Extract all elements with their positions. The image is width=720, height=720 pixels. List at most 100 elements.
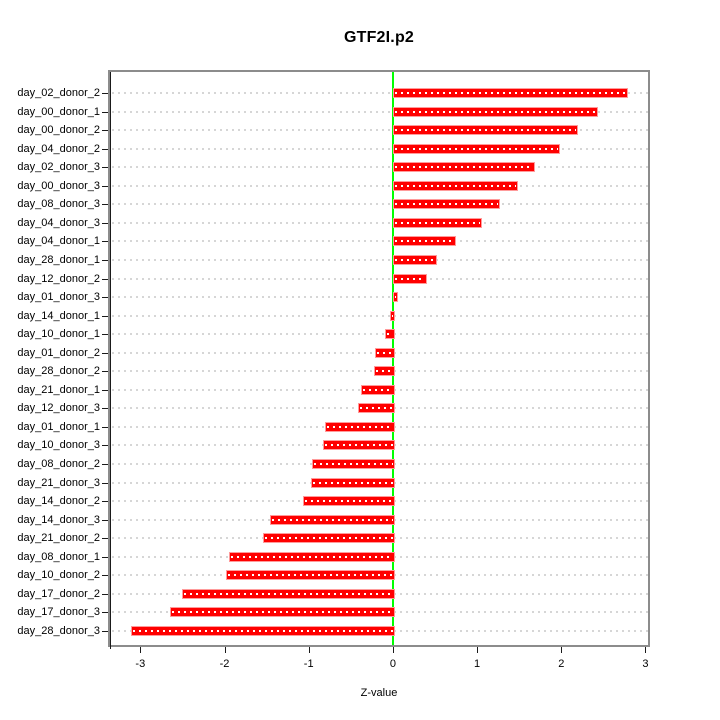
bar-day_14_donor_1 — [390, 310, 395, 321]
bar-day_14_donor_2 — [302, 496, 395, 507]
bar-day_02_donor_2 — [392, 88, 629, 98]
gridline — [112, 240, 648, 243]
bar-day_10_donor_1 — [385, 329, 395, 340]
x-tick — [477, 647, 479, 653]
x-tick-label--2: -2 — [219, 658, 230, 670]
bar-day_28_donor_3 — [131, 626, 395, 636]
x-tick — [392, 647, 394, 653]
y-tick — [102, 334, 108, 336]
y-tick — [102, 222, 108, 224]
plot-area — [108, 70, 650, 649]
y-label-day_00_donor_2: day_00_donor_2 — [17, 124, 100, 137]
gridline — [112, 277, 648, 280]
y-tick — [102, 389, 108, 391]
y-label-day_28_donor_3: day_28_donor_3 — [17, 625, 100, 637]
bar-day_08_donor_3 — [392, 199, 501, 210]
bar-day_00_donor_1 — [392, 106, 598, 117]
x-tick-label-1: 1 — [474, 658, 481, 670]
bar-day_10_donor_2 — [226, 570, 395, 581]
bar-day_01_donor_2 — [375, 347, 395, 358]
gridline — [112, 166, 648, 169]
y-label-day_14_donor_3: day_14_donor_3 — [17, 513, 100, 526]
gridline — [112, 110, 648, 113]
bar-day_10_donor_3 — [323, 440, 395, 451]
y-tick — [102, 315, 108, 317]
gridline — [112, 258, 648, 261]
x-tick-label-0: 0 — [389, 658, 396, 670]
y-tick — [102, 631, 108, 632]
y-tick — [102, 501, 108, 503]
bar-day_21_donor_3 — [311, 477, 395, 488]
gridline — [112, 92, 648, 94]
y-tick — [102, 445, 108, 447]
y-tick — [102, 556, 108, 558]
y-label-day_04_donor_2: day_04_donor_2 — [17, 142, 100, 155]
y-label-day_01_donor_2: day_01_donor_2 — [17, 346, 100, 359]
bar-day_04_donor_3 — [392, 217, 483, 228]
y-label-day_01_donor_1: day_01_donor_1 — [17, 420, 100, 433]
y-label-day_08_donor_2: day_08_donor_2 — [17, 458, 100, 471]
y-label-day_10_donor_1: day_10_donor_1 — [17, 328, 100, 341]
y-label-day_04_donor_1: day_04_donor_1 — [17, 235, 100, 248]
x-axis-title: Z-value — [360, 687, 398, 699]
gridline — [112, 333, 648, 336]
y-label-day_08_donor_3: day_08_donor_3 — [17, 198, 100, 211]
chart-title: GTF2I.p2 — [343, 29, 415, 46]
y-label-day_14_donor_1: day_14_donor_1 — [17, 309, 100, 322]
bar-day_17_donor_3 — [169, 607, 395, 618]
y-label-day_14_donor_2: day_14_donor_2 — [17, 495, 100, 508]
y-tick — [102, 111, 108, 113]
bar-day_12_donor_2 — [392, 273, 427, 284]
y-label-day_10_donor_2: day_10_donor_2 — [17, 569, 100, 582]
bar-day_21_donor_1 — [360, 384, 395, 395]
y-label-day_21_donor_2: day_21_donor_2 — [17, 532, 100, 545]
y-label-day_00_donor_1: day_00_donor_1 — [17, 105, 100, 118]
y-tick — [102, 408, 108, 410]
bar-day_28_donor_2 — [374, 366, 395, 377]
gridline — [112, 147, 648, 150]
bar-day_08_donor_2 — [312, 459, 395, 470]
y-label-day_12_donor_3: day_12_donor_3 — [17, 402, 100, 415]
gridline — [112, 314, 648, 317]
gridline — [112, 221, 648, 224]
y-tick — [102, 519, 108, 521]
y-label-day_17_donor_3: day_17_donor_3 — [17, 606, 100, 619]
x-tick — [561, 647, 563, 653]
y-tick — [102, 241, 108, 243]
bar-day_28_donor_1 — [392, 254, 437, 265]
y-tick — [102, 482, 108, 484]
y-label-day_28_donor_1: day_28_donor_1 — [17, 253, 100, 266]
y-label-day_00_donor_3: day_00_donor_3 — [17, 179, 100, 192]
gridline — [112, 129, 648, 132]
y-tick — [102, 612, 108, 614]
bar-day_01_donor_3 — [392, 292, 399, 303]
y-label-day_28_donor_2: day_28_donor_2 — [17, 365, 100, 378]
y-tick — [102, 575, 108, 577]
y-label-day_17_donor_2: day_17_donor_2 — [17, 587, 100, 600]
y-label-day_08_donor_1: day_08_donor_1 — [17, 550, 100, 563]
y-tick — [102, 93, 108, 94]
y-tick — [102, 130, 108, 132]
y-label-day_04_donor_3: day_04_donor_3 — [17, 216, 100, 229]
bar-day_04_donor_1 — [392, 236, 457, 247]
x-tick — [645, 647, 647, 653]
y-tick — [102, 259, 108, 261]
y-tick — [102, 204, 108, 206]
x-tick — [308, 647, 310, 653]
y-tick — [102, 352, 108, 354]
gridline — [112, 184, 648, 187]
y-tick — [102, 185, 108, 187]
x-tick-label-2: 2 — [558, 658, 565, 670]
bar-day_00_donor_2 — [392, 125, 579, 136]
y-tick — [102, 464, 108, 466]
bar-day_21_donor_2 — [263, 533, 395, 544]
bar-day_04_donor_2 — [392, 143, 560, 154]
bar-day_12_donor_3 — [358, 403, 395, 414]
y-tick — [102, 371, 108, 373]
x-tick-label--1: -1 — [303, 658, 314, 670]
y-tick — [102, 593, 108, 595]
gridline — [112, 203, 648, 206]
y-axis-line — [110, 72, 111, 649]
bar-day_17_donor_2 — [182, 588, 395, 599]
y-label-day_10_donor_3: day_10_donor_3 — [17, 439, 100, 452]
